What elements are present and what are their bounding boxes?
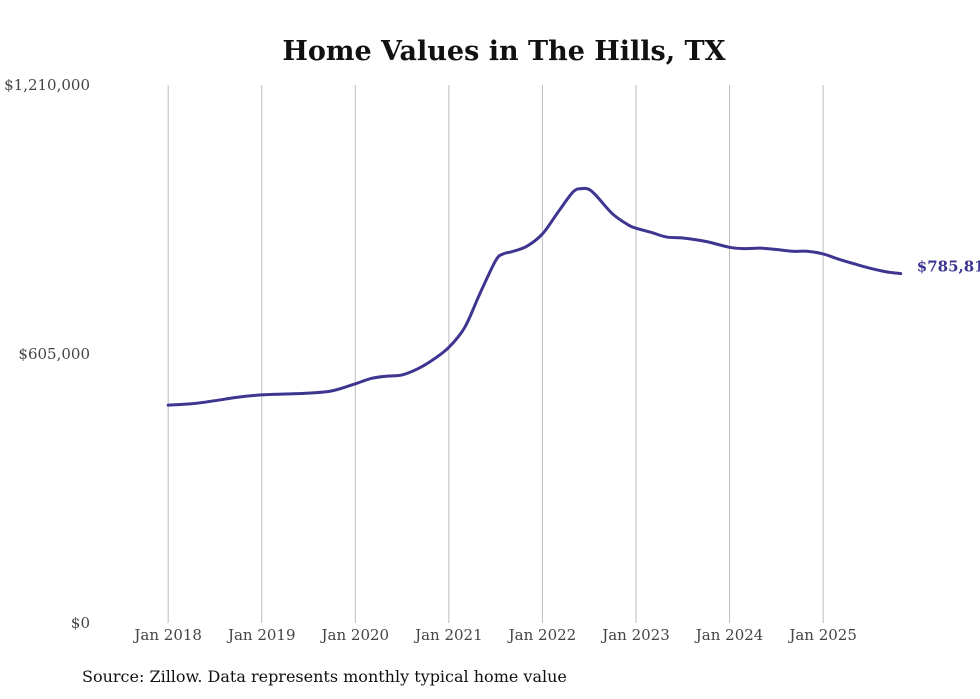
x-tick-label: Jan 2021: [413, 626, 483, 644]
chart-title: Home Values in The Hills, TX: [282, 36, 725, 67]
source-note: Source: Zillow. Data represents monthly …: [82, 667, 567, 686]
series-layer: [166, 186, 903, 407]
y-tick-label: $1,210,000: [4, 76, 90, 94]
x-axis-ticks: Jan 2018 Jan 2019 Jan 2020 Jan 2021 Jan 2022…: [132, 626, 857, 644]
x-tick-label: Jan 2020: [320, 626, 390, 644]
x-tick-label: Jan 2024: [694, 626, 764, 644]
x-tick-label: Jan 2019: [226, 626, 296, 644]
gridlines: [167, 85, 824, 623]
y-tick-label: $0: [71, 614, 90, 632]
series-line: [166, 186, 903, 407]
x-tick-label: Jan 2023: [600, 626, 670, 644]
x-tick-label: Jan 2025: [787, 626, 857, 644]
x-tick-label: Jan 2018: [132, 626, 202, 644]
x-tick-label: Jan 2022: [507, 626, 577, 644]
end-value-label: $785,817: [917, 258, 980, 276]
y-tick-label: $605,000: [18, 345, 90, 363]
y-axis-ticks: $1,210,000 $605,000 $0: [4, 76, 90, 632]
